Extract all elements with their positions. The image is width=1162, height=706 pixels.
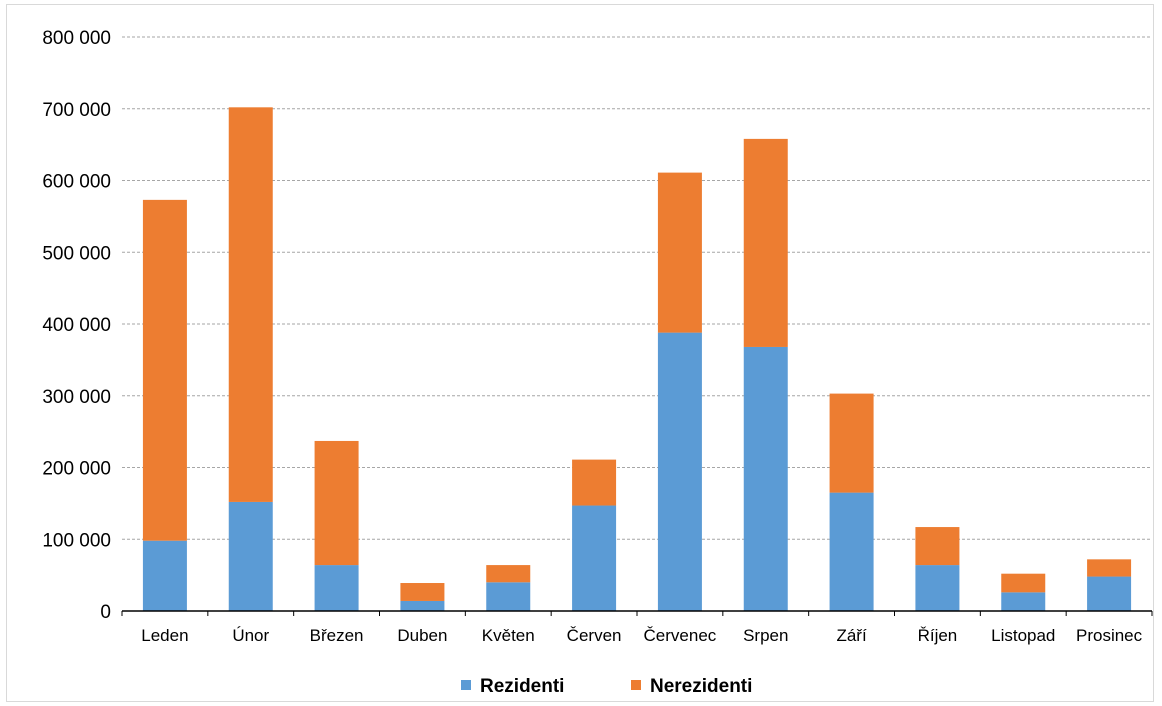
x-tick-label: Září [836,626,867,645]
bar-nerezidenti [915,527,960,566]
bar-nerezidenti [1001,573,1046,593]
y-tick-label: 600 000 [42,172,111,193]
y-tick-label: 200 000 [42,459,111,480]
x-tick-label: Prosinec [1076,626,1143,645]
bar-rezidenti [1001,592,1046,611]
gridlines [122,36,1152,540]
legend-swatch-rezidenti [461,680,471,690]
bars [142,107,1132,611]
bar-rezidenti [657,332,702,611]
x-tick-label: Únor [232,626,269,645]
y-axis-ticks: 0 100 000 200 000 300 000 400 000 500 000 600 … [42,28,111,623]
bar-rezidenti [572,505,617,611]
bar-nerezidenti [228,107,273,502]
bar-nerezidenti [486,565,531,583]
bar-nerezidenti [142,199,187,541]
legend: Rezidenti Nerezidenti [461,676,752,697]
bar-rezidenti [228,501,273,611]
bar-rezidenti [142,540,187,611]
x-tick-label: Srpen [743,626,788,645]
x-axis [121,610,1153,616]
x-tick-label: Říjen [918,626,958,645]
y-tick-label: 0 [100,602,111,623]
bar-rezidenti [314,565,359,611]
bar-nerezidenti [314,440,359,566]
bar-rezidenti [829,492,874,611]
bar-nerezidenti [829,393,874,493]
y-tick-label: 700 000 [42,100,111,121]
bar-nerezidenti [572,459,617,506]
x-tick-label: Duben [397,626,447,645]
bar-nerezidenti [1087,559,1132,577]
x-axis-ticks: Leden Únor Březen Duben Květen Červen Červenec… [141,626,1142,645]
y-tick-label: 500 000 [42,243,111,264]
bar-nerezidenti [400,583,445,601]
x-tick-label: Březen [310,626,364,645]
y-tick-label: 400 000 [42,315,111,336]
bar-nerezidenti [743,138,788,347]
x-tick-label: Leden [141,626,188,645]
legend-swatch-nerezidenti [631,680,641,690]
x-tick-label: Červenec [644,626,717,645]
legend-label-rezidenti: Rezidenti [480,676,564,697]
bar-rezidenti [486,582,531,611]
bar-rezidenti [743,346,788,611]
bar-rezidenti [915,565,960,611]
bar-nerezidenti [657,172,702,333]
y-tick-label: 800 000 [42,28,111,49]
legend-label-nerezidenti: Nerezidenti [650,676,752,697]
bar-rezidenti [1087,576,1132,611]
x-tick-label: Listopad [991,626,1055,645]
x-tick-label: Červen [567,626,622,645]
y-tick-label: 100 000 [42,530,111,551]
x-tick-label: Květen [482,626,535,645]
y-tick-label: 300 000 [42,387,111,408]
bar-rezidenti [400,600,445,611]
